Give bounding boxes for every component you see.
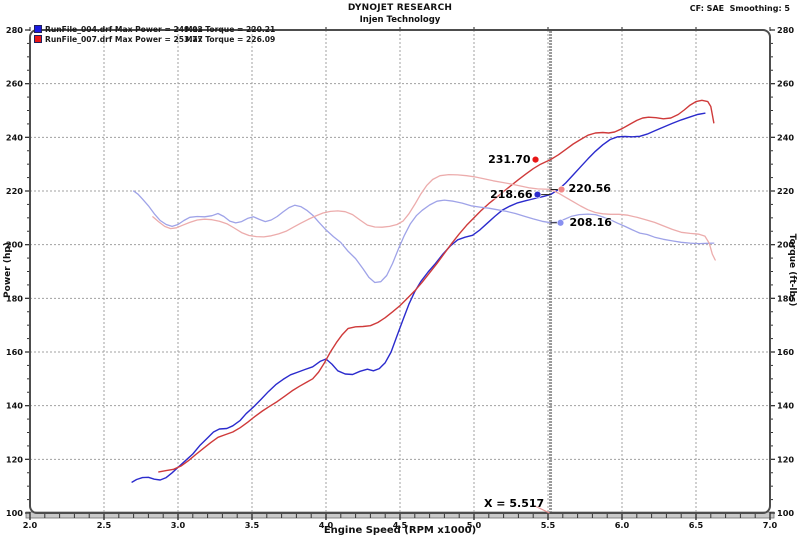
x-tick-label: 3.0 [171, 520, 186, 530]
correction-smoothing-info: CF: SAE Smoothing: 5 [689, 4, 790, 13]
x-tick-label: 4.0 [319, 520, 334, 530]
y-tick-label-right: 140 [777, 401, 794, 411]
legend-file-run004: RunFile_004.drf [45, 25, 113, 34]
y-tick-label-right: 260 [777, 79, 794, 89]
legend-row-run004[interactable]: RunFile_004.drf Max Power = 249.03 Max T… [34, 25, 275, 35]
cursor-value-dot [556, 219, 565, 227]
y-tick-label-right: 160 [777, 347, 794, 357]
cursor-value-dot [533, 190, 542, 199]
y-tick-label-left: 180 [6, 293, 23, 303]
y-tick-label-left: 140 [6, 401, 23, 411]
y-tick-label-right: 100 [777, 508, 794, 518]
x-tick-label: 2.0 [23, 520, 38, 530]
y-tick-label-right: 200 [777, 240, 794, 250]
y-tick-label-left: 260 [6, 79, 23, 89]
legend: RunFile_004.drf Max Power = 249.03 Max T… [34, 25, 275, 45]
y-axis-title-torque: Torque (ft-lbs) [787, 233, 797, 307]
cursor-readout-power-004: 218.66 [490, 187, 533, 201]
chart-subtitle: Injen Technology [359, 15, 441, 25]
legend-swatch-run004-icon [34, 25, 42, 33]
x-tick-label: 5.0 [467, 520, 482, 530]
y-tick-label-left: 200 [6, 240, 23, 250]
x-tick-label: 5.5 [541, 520, 556, 530]
cursor-value-dot [557, 185, 566, 194]
y-tick-label-left: 160 [6, 347, 23, 357]
cursor-readout-torque-004: 208.16 [569, 215, 612, 229]
y-axis-title-power: Power (hp) [3, 242, 13, 298]
cursor-x-label: X = 5.517 [484, 497, 545, 510]
legend-swatch-run007-icon [34, 35, 42, 43]
x-tick-label: 6.0 [615, 520, 630, 530]
legend-max-power-run007: Max Power = 253.77 [114, 35, 203, 44]
y-tick-label-left: 100 [6, 508, 23, 518]
curve-torque-004 [132, 190, 715, 284]
cursor-value-dot [531, 155, 540, 164]
cursor-readout-power-007: 231.70 [488, 152, 531, 166]
x-tick-label: 2.5 [97, 520, 112, 530]
legend-max-power-run004: Max Power = 249.03 [114, 25, 203, 34]
cursor-readout-torque-007: 220.56 [568, 182, 611, 196]
curve-power-007 [158, 99, 715, 473]
y-tick-label-right: 120 [777, 454, 794, 464]
y-tick-label-left: 280 [6, 25, 23, 35]
legend-row-run007[interactable]: RunFile_007.drf Max Power = 253.77 Max T… [34, 35, 275, 45]
x-axis-title: Engine Speed (RPM x1000) [323, 525, 477, 536]
x-tick-label: 6.5 [689, 520, 704, 530]
legend-max-torque-run004: Max Torque = 220.21 [185, 25, 276, 34]
y-tick-label-right: 240 [777, 132, 794, 142]
curve-torque-007 [152, 173, 716, 261]
x-tick-label: 3.5 [245, 520, 260, 530]
legend-max-torque-run007: Max Torque = 226.09 [185, 35, 276, 44]
y-tick-label-left: 120 [6, 454, 23, 464]
y-tick-label-right: 180 [777, 293, 794, 303]
chart-title: DYNOJET RESEARCH [347, 3, 453, 13]
y-tick-label-right: 220 [777, 186, 794, 196]
x-tick-label: 4.5 [393, 520, 408, 530]
x-tick-label: 7.0 [763, 520, 778, 530]
y-tick-label-left: 220 [6, 186, 23, 196]
curve-power-004 [131, 112, 706, 483]
cursor-callout-line [532, 504, 550, 514]
y-tick-label-right: 280 [777, 25, 794, 35]
legend-file-run007: RunFile_007.drf [45, 35, 113, 44]
y-tick-label-left: 240 [6, 132, 23, 142]
plot-border [29, 29, 771, 514]
